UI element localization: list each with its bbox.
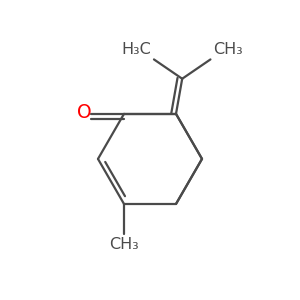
Text: CH₃: CH₃ (109, 237, 139, 252)
Text: O: O (76, 103, 91, 122)
Text: CH₃: CH₃ (213, 42, 243, 57)
Text: H₃C: H₃C (122, 42, 152, 57)
